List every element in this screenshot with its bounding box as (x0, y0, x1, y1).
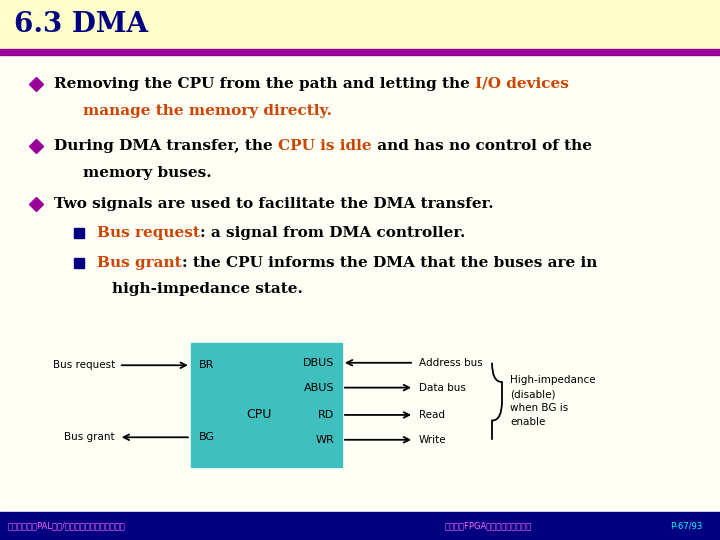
Bar (0, 49, 720, 55)
Text: During DMA transfer, the: During DMA transfer, the (54, 139, 278, 153)
Text: manage the memory directly.: manage the memory directly. (83, 104, 332, 118)
Text: Two signals are used to facilitate the DMA transfer.: Two signals are used to facilitate the D… (54, 197, 494, 211)
Text: : the CPU informs the DMA that the buses are in: : the CPU informs the DMA that the buses… (182, 256, 597, 270)
Text: 教育部顧問室PAL聯盟/系統晶片與軟硬體整合設計: 教育部顧問室PAL聯盟/系統晶片與軟硬體整合設計 (8, 522, 126, 530)
Text: DBUS: DBUS (302, 358, 334, 368)
Text: BG: BG (199, 433, 215, 442)
Text: Read: Read (419, 410, 445, 420)
Bar (0, 512, 720, 540)
Text: 6.3 DMA: 6.3 DMA (14, 11, 148, 38)
Text: memory buses.: memory buses. (83, 166, 212, 180)
Text: and has no control of the: and has no control of the (372, 139, 592, 153)
Text: : a signal from DMA controller.: : a signal from DMA controller. (200, 226, 465, 240)
Text: Address bus: Address bus (419, 358, 482, 368)
Text: RD: RD (318, 410, 334, 420)
Text: WR: WR (315, 435, 334, 445)
Text: high-impedance state.: high-impedance state. (112, 282, 302, 296)
Bar (0, 0, 720, 50)
Text: ABUS: ABUS (304, 383, 334, 393)
Text: Bus request: Bus request (97, 226, 200, 240)
Text: Removing the CPU from the path and letting the: Removing the CPU from the path and letti… (54, 77, 475, 91)
Text: CPU: CPU (246, 408, 271, 421)
Text: Bus grant: Bus grant (97, 256, 182, 270)
Text: CPU is idle: CPU is idle (278, 139, 372, 153)
Text: 第六章：FPGA後級與硬體介面設計: 第六章：FPGA後級與硬體介面設計 (445, 522, 532, 530)
Text: High-impedance
(disable)
when BG is
enable: High-impedance (disable) when BG is enab… (510, 375, 595, 427)
Text: I/O devices: I/O devices (475, 77, 569, 91)
Bar (191, 343, 342, 467)
Text: P-67/93: P-67/93 (670, 522, 702, 530)
Text: Data bus: Data bus (419, 383, 466, 393)
Text: Write: Write (419, 435, 446, 445)
Text: BR: BR (199, 360, 214, 370)
Text: Bus request: Bus request (53, 360, 114, 370)
Text: Bus grant: Bus grant (64, 433, 114, 442)
